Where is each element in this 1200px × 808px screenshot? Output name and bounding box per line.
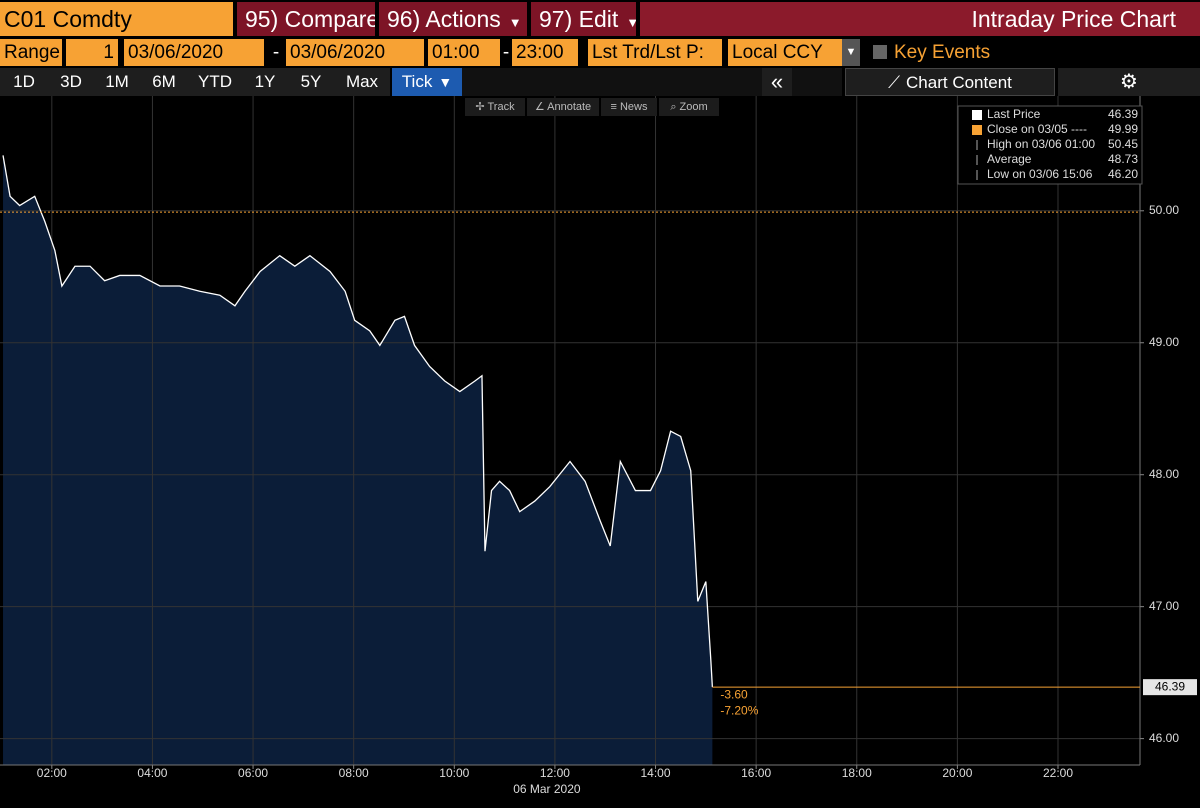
news-button[interactable]: ≡ News (601, 98, 657, 116)
y-tick-label: 49.00 (1149, 335, 1179, 349)
change-label: -3.60 (720, 687, 748, 701)
checkbox[interactable] (873, 45, 887, 59)
currency-field[interactable]: Local CCY (728, 39, 842, 66)
chart-content-button[interactable]: ⟋ Chart Content (845, 68, 1055, 96)
legend-label: High on 03/06 01:00 (987, 137, 1095, 151)
period-label: Tick (401, 72, 433, 91)
y-tick-label: 48.00 (1149, 467, 1179, 481)
period-button-active[interactable]: Tick ▼ (392, 68, 462, 96)
menu-label: 97) Edit (539, 6, 619, 32)
separator: - (502, 42, 510, 63)
menu-label: 96) Actions (387, 6, 501, 32)
period-button[interactable]: 6M (140, 68, 188, 96)
x-tick-label: 18:00 (842, 766, 872, 780)
legend-swatch (972, 110, 982, 120)
legend-value: 48.73 (1108, 152, 1138, 166)
menu-actions[interactable]: 96) Actions ▼ (379, 2, 527, 36)
dropdown-icon: ▼ (438, 74, 453, 90)
end-date[interactable]: 03/06/2020 (286, 39, 424, 66)
zoom-button[interactable]: ⌕ Zoom (659, 98, 719, 116)
tool-label: Track (487, 101, 515, 113)
tool-label: Zoom (679, 101, 708, 113)
legend-value: 49.99 (1108, 122, 1138, 136)
start-time[interactable]: 01:00 (428, 39, 500, 66)
last-price-label: 46.39 (1155, 679, 1185, 693)
x-tick-label: 10:00 (439, 766, 469, 780)
period-button[interactable]: 1M (94, 68, 140, 96)
change-label: -7.20% (720, 703, 758, 717)
range-label: Range (0, 39, 62, 66)
track-button[interactable]: ✢ Track (465, 98, 525, 116)
end-time[interactable]: 23:00 (512, 39, 578, 66)
price-area (3, 155, 713, 766)
chart-content-label: Chart Content (906, 73, 1012, 92)
x-tick-label: 04:00 (137, 766, 167, 780)
period-button[interactable]: 5Y (288, 68, 334, 96)
tool-label: Annotate (547, 101, 592, 113)
key-events-label[interactable]: Key Events (894, 42, 991, 63)
period-button[interactable]: 1Y (242, 68, 288, 96)
period-button[interactable]: YTD (188, 68, 242, 96)
legend-value: 50.45 (1108, 137, 1138, 151)
dropdown-icon: ▼ (508, 15, 522, 30)
dropdown-icon: ▼ (626, 15, 636, 30)
period-button[interactable]: Max (334, 68, 390, 96)
toolbar-spacer (462, 68, 762, 96)
legend-label: Low on 03/06 15:06 (987, 167, 1093, 181)
x-tick-label: 16:00 (741, 766, 771, 780)
legend-label: Last Price (987, 107, 1041, 121)
y-tick-label: 47.00 (1149, 599, 1179, 613)
x-tick-label: 06:00 (238, 766, 268, 780)
annotate-button[interactable]: ∠ Annotate (527, 98, 599, 116)
x-tick-label: 12:00 (540, 766, 570, 780)
x-tick-label: 20:00 (942, 766, 972, 780)
y-tick-label: 50.00 (1149, 203, 1179, 217)
tool-label: News (619, 101, 648, 113)
chart-icon: ⟋ (888, 73, 901, 92)
start-date[interactable]: 03/06/2020 (124, 39, 264, 66)
price-line (2, 155, 714, 688)
page-title: Intraday Price Chart (640, 2, 1200, 36)
legend-swatch (972, 125, 982, 135)
last-price-box (1143, 679, 1197, 696)
legend-value: 46.39 (1108, 107, 1138, 121)
legend: Last Price 46.39 Close on 03/05 ---- 49.99 H… (957, 105, 1143, 185)
legend-box (957, 105, 1143, 185)
collapse-button[interactable]: « (762, 68, 792, 96)
x-tick-label: 14:00 (641, 766, 671, 780)
dropdown-icon[interactable]: ▼ (842, 39, 860, 66)
period-field[interactable]: 1 (66, 39, 118, 66)
period-button[interactable]: 1D (0, 68, 48, 96)
y-tick-label: 46.00 (1149, 731, 1179, 745)
separator: - (272, 42, 280, 63)
legend-label: Average (987, 152, 1032, 166)
legend-value: 46.20 (1108, 167, 1138, 181)
price-field[interactable]: Lst Trd/Lst P: (588, 39, 722, 66)
x-tick-label: 02:00 (37, 766, 67, 780)
x-axis-label: 06 Mar 2020 (513, 782, 581, 796)
settings-button[interactable]: ⚙ (1058, 68, 1200, 96)
x-tick-label: 22:00 (1043, 766, 1073, 780)
toolbar-spacer (792, 68, 842, 96)
legend-label: Close on 03/05 ---- (987, 122, 1087, 136)
security-field[interactable]: C01 Comdty (0, 2, 233, 36)
period-button[interactable]: 3D (48, 68, 94, 96)
menu-compare[interactable]: 95) Compare (237, 2, 375, 36)
x-tick-label: 08:00 (339, 766, 369, 780)
menu-edit[interactable]: 97) Edit ▼ (531, 2, 636, 36)
